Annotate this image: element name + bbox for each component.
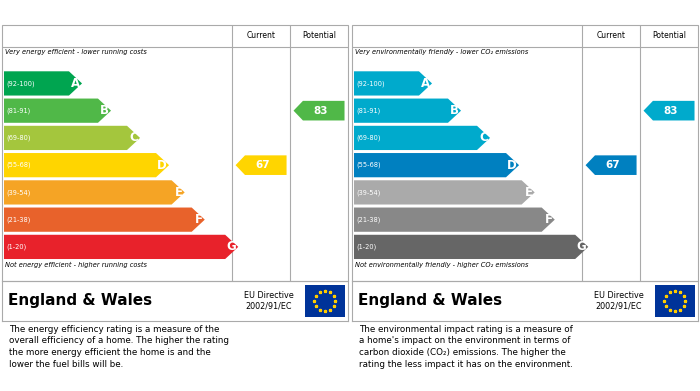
Text: Potential: Potential <box>302 31 336 40</box>
Polygon shape <box>354 235 588 259</box>
Text: G: G <box>227 240 237 253</box>
Polygon shape <box>643 101 694 120</box>
Text: B: B <box>450 104 459 117</box>
Text: Not energy efficient - higher running costs: Not energy efficient - higher running co… <box>5 262 147 267</box>
Text: (39-54): (39-54) <box>6 189 30 196</box>
Text: Energy Efficiency Rating: Energy Efficiency Rating <box>7 6 169 19</box>
Text: Not environmentally friendly - higher CO₂ emissions: Not environmentally friendly - higher CO… <box>355 262 528 267</box>
Text: D: D <box>508 159 517 172</box>
Text: 83: 83 <box>314 106 328 116</box>
Text: (69-80): (69-80) <box>356 135 381 141</box>
Text: E: E <box>525 186 533 199</box>
Text: 83: 83 <box>664 106 678 116</box>
Text: C: C <box>130 131 138 144</box>
Polygon shape <box>354 208 555 232</box>
Text: (69-80): (69-80) <box>6 135 31 141</box>
Text: The energy efficiency rating is a measure of the
overall efficiency of a home. T: The energy efficiency rating is a measur… <box>9 325 229 369</box>
Text: F: F <box>195 213 203 226</box>
Text: D: D <box>158 159 167 172</box>
Text: Current: Current <box>596 31 626 40</box>
Text: Potential: Potential <box>652 31 686 40</box>
Polygon shape <box>354 71 432 95</box>
Text: England & Wales: England & Wales <box>8 294 152 308</box>
Polygon shape <box>4 126 140 150</box>
Text: England & Wales: England & Wales <box>358 294 502 308</box>
Polygon shape <box>4 180 185 204</box>
Polygon shape <box>354 180 535 204</box>
Bar <box>304 285 344 317</box>
Text: (1-20): (1-20) <box>6 244 27 250</box>
Text: (92-100): (92-100) <box>6 80 34 87</box>
Text: 67: 67 <box>606 160 620 170</box>
Text: EU Directive
2002/91/EC: EU Directive 2002/91/EC <box>244 291 294 311</box>
Text: (81-91): (81-91) <box>356 108 380 114</box>
Bar <box>654 285 694 317</box>
Polygon shape <box>4 235 238 259</box>
Polygon shape <box>354 153 519 177</box>
Text: Very energy efficient - lower running costs: Very energy efficient - lower running co… <box>5 49 147 55</box>
Text: (21-38): (21-38) <box>6 216 30 223</box>
Text: E: E <box>175 186 183 199</box>
Polygon shape <box>354 99 461 123</box>
Text: Environmental Impact (CO₂) Rating: Environmental Impact (CO₂) Rating <box>357 6 589 19</box>
Polygon shape <box>4 71 82 95</box>
Text: F: F <box>545 213 553 226</box>
Polygon shape <box>293 101 344 120</box>
Text: 67: 67 <box>256 160 270 170</box>
Polygon shape <box>236 155 286 175</box>
Text: Very environmentally friendly - lower CO₂ emissions: Very environmentally friendly - lower CO… <box>355 49 528 55</box>
Text: EU Directive
2002/91/EC: EU Directive 2002/91/EC <box>594 291 644 311</box>
Text: A: A <box>421 77 430 90</box>
Text: (21-38): (21-38) <box>356 216 380 223</box>
Polygon shape <box>4 208 205 232</box>
Text: (81-91): (81-91) <box>6 108 30 114</box>
Polygon shape <box>586 155 636 175</box>
Text: (92-100): (92-100) <box>356 80 384 87</box>
Text: C: C <box>480 131 488 144</box>
Text: (39-54): (39-54) <box>356 189 380 196</box>
Text: A: A <box>71 77 80 90</box>
Polygon shape <box>4 153 169 177</box>
Polygon shape <box>4 99 111 123</box>
Text: (55-68): (55-68) <box>6 162 31 169</box>
Text: The environmental impact rating is a measure of
a home's impact on the environme: The environmental impact rating is a mea… <box>359 325 573 369</box>
Text: Current: Current <box>246 31 276 40</box>
Polygon shape <box>354 126 490 150</box>
Text: G: G <box>577 240 587 253</box>
Text: (55-68): (55-68) <box>356 162 381 169</box>
Text: B: B <box>100 104 109 117</box>
Text: (1-20): (1-20) <box>356 244 377 250</box>
